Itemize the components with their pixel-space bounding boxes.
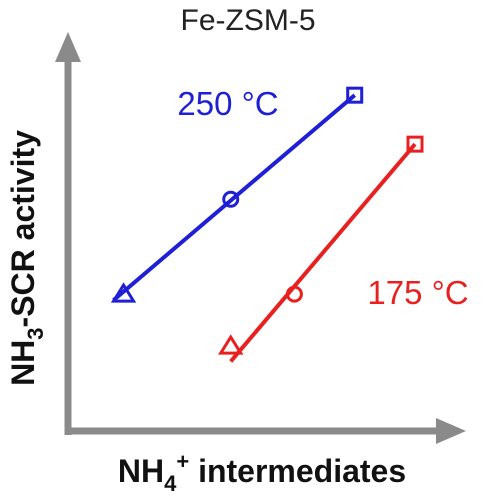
series-175c bbox=[218, 135, 424, 363]
y-axis-arrow bbox=[55, 32, 81, 62]
y-axis-label-rest: -SCR activity bbox=[5, 130, 41, 328]
y-axis-label: NH3-SCR activity bbox=[5, 130, 48, 386]
x-axis-label: NH4+ intermediates bbox=[118, 449, 406, 496]
data-point-250c-triangle bbox=[110, 282, 137, 303]
x-axis-label-sup: 4 bbox=[164, 471, 177, 496]
y-axis-label-sub: 3 bbox=[23, 327, 48, 339]
fit-line-250c bbox=[112, 93, 356, 302]
x-axis-label-supsign: + bbox=[176, 449, 189, 474]
data-point-250c-square bbox=[346, 86, 364, 104]
series-label-175c: 175 °C bbox=[367, 274, 468, 311]
data-point-175c-square bbox=[406, 135, 424, 153]
axes bbox=[55, 32, 466, 444]
x-axis-label-base: NH bbox=[118, 453, 164, 489]
series-250c bbox=[110, 86, 364, 303]
data-point-175c-triangle bbox=[218, 334, 244, 355]
series-label-250c: 250 °C bbox=[177, 85, 278, 122]
y-axis-label-base: NH bbox=[5, 340, 41, 386]
data-point-175c-circle bbox=[285, 285, 303, 303]
fit-line-175c bbox=[229, 142, 417, 363]
chart-title: Fe-ZSM-5 bbox=[181, 4, 316, 37]
x-axis-label-rest: intermediates bbox=[189, 453, 406, 489]
x-axis-arrow bbox=[436, 418, 466, 444]
data-point-250c-circle bbox=[222, 190, 240, 208]
